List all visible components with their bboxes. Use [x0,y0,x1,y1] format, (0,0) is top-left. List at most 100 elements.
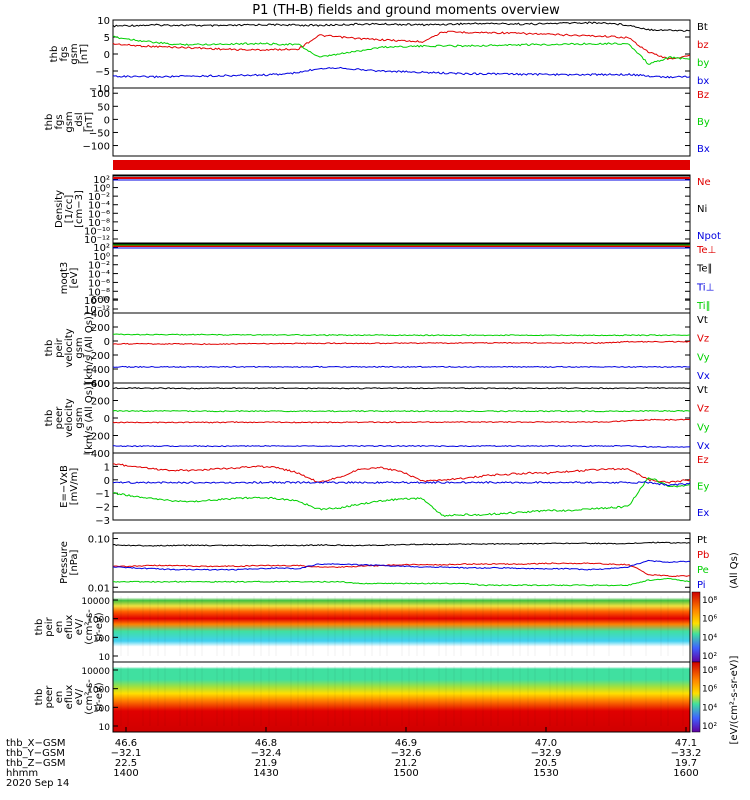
x-annotation-value: 20.5 [535,758,557,769]
x-annotation-label: thb_X−GSM [6,738,66,749]
y-axis-label-line: [nT] [79,44,90,64]
series-line-bx [112,66,691,79]
y-tick-label: −600 [83,379,110,390]
y-axis-label-line: velocity [64,328,75,367]
y-axis-label-line: gsm [64,111,75,132]
y-tick-label: 100 [91,89,110,100]
series-line-Pe [112,577,691,587]
x-annotation-value: 19.7 [675,758,697,769]
series-line-by [112,35,691,65]
x-annotation-value: 21.9 [255,758,277,769]
y-axis-label-line: peir [54,337,65,357]
x-annotation-value: 47.1 [675,738,697,749]
legend-entry-Npot: Npot [697,231,721,242]
y-tick-label: −100 [83,142,110,153]
legend-entry-Pb: Pb [697,550,709,561]
colorbar [691,591,701,663]
y-tick-label: 100 [93,704,110,714]
x-annotation-value: 1600 [673,768,698,779]
x-annotation-value: 46.6 [115,738,137,749]
colorbar-tick-label: 10⁴ [702,633,717,643]
y-tick-label: 10⁻¹⁰ [84,296,110,307]
x-annotation-date: 2020 Sep 14 [6,778,69,789]
x-annotation-value: −33.2 [671,748,702,759]
panel-3: Density [1/cc] [cm−3]10²10⁰10⁻²10⁻⁴10⁻⁶10⁻… [54,174,721,246]
series-line-Bt [112,21,691,32]
x-axis-annotation: thb_X−GSM 46.6 46.8 46.9 47.0 47.1 thb_Y−GSM −3… [6,727,701,789]
legend-entry-Ex: Ex [697,508,709,519]
y-tick-label: −1 [95,489,110,500]
y-axis-label-line: peer [54,406,65,430]
y-tick-label: 50 [97,102,110,113]
legend-entry-Vx: Vx [697,441,710,452]
panel-9: thb peir en eflux eV/(cm²-s-sr-eV)1000010001… [34,591,740,744]
y-tick-label: 400 [91,309,110,320]
colorbar-tick-label: 10⁸ [702,596,717,606]
x-annotation-value: 22.5 [115,758,137,769]
heatmap-image [113,662,690,732]
panel-10: thb peer en eflux eV/(cm²-s-sr-eV) 10000 1000 1… [34,661,717,733]
y-axis-label-line: fgs [59,46,70,61]
y-tick-label: 10⁻² [88,192,110,203]
y-axis-label-line: Pressure [59,541,70,584]
y-tick-label: 10⁰ [93,184,110,195]
legend-entry-Bz: Bz [697,90,709,101]
y-tick-label: 0 [104,337,110,348]
y-axis-label-line: peir [44,616,55,636]
series-line-Pt [112,541,691,547]
legend-entry-bx: bx [697,76,709,87]
series-line-Vt [112,386,691,390]
y-tick-label: 5 [104,33,110,44]
y-tick-label: 10⁻² [88,261,110,272]
legend-entry-Ti⊥: Ti⊥ [696,282,714,293]
y-tick-label: 10⁻⁴ [88,201,110,212]
y-tick-label: 400 [91,379,110,390]
y-tick-label: 0 [104,50,110,61]
x-annotation-label: hhmm [6,768,38,779]
y-tick-label: 1000 [87,616,110,626]
y-axis-label-line: thb [34,689,45,706]
x-annotation-value: −32.1 [111,748,142,759]
panel-2: thb fgs gsm _dsl [nT] 100 50 0 −50 −100 Bz By Bx [44,87,710,157]
legend-entry-Ni: Ni [697,204,707,215]
x-annotation-value: 21.2 [395,758,417,769]
y-tick-label: 10 [99,653,111,663]
colorbar-label: [eV/(cm²-s-sr-eV)] [729,655,740,744]
y-tick-label: 0.10 [88,535,110,546]
y-axis-label-line: E=−VxB [59,465,70,508]
x-annotation-value: 1430 [253,768,278,779]
y-axis-label-line: [1/cc] [64,195,75,224]
y-axis-label-line: [mV/m] [69,468,80,506]
y-tick-label: −400 [83,365,110,376]
legend-entry-Vz: Vz [697,334,709,345]
y-axis-label-line: thb [44,340,55,357]
legend-entry-Vx: Vx [697,371,710,382]
y-tick-label: 200 [91,323,110,334]
y-axis-label-line: gsm [69,43,80,64]
legend-entry-Vy: Vy [697,422,710,433]
series-line-Vz [112,418,691,424]
y-tick-label: 10⁻¹² [84,305,110,316]
panel-7: E=−VxB [mV/m] 1 0 −1 −2 −3 Ez Ey Ex [59,452,709,527]
panel-frame [112,312,691,384]
y-tick-label: −10 [89,84,110,95]
panel-1: thb fgs gsm [nT] 10 5 0 −5 −10 Bt bz by bx [49,16,709,95]
colorbar-tick-label: 10² [702,722,717,732]
y-tick-label: 10⁻⁸ [88,287,110,298]
legend-entry-Te∥: Te∥ [696,264,713,275]
y-axis-label-line: (cm²-s- [84,679,95,715]
legend-entry-Pt: Pt [697,535,707,546]
y-tick-label: 10² [93,243,110,254]
x-annotation-value: 47.0 [535,738,557,749]
y-tick-label: −50 [89,128,110,139]
legend-suffix: (All Qs) [729,552,740,589]
series-line-bz [112,30,691,61]
heatmap-image [113,592,690,662]
y-axis-label-line: sr-eV) [94,612,105,641]
y-tick-label: 1 [104,462,110,473]
y-tick-label: 10⁻⁸ [88,218,110,229]
y-tick-label: 10⁻¹⁰ [84,226,110,237]
legend-entry-Ti∥: Ti∥ [696,301,711,312]
y-axis-label-line: [km/s (All Qs)] [84,312,95,384]
y-axis-label-line: [km/s (All Qs)] [84,382,95,454]
